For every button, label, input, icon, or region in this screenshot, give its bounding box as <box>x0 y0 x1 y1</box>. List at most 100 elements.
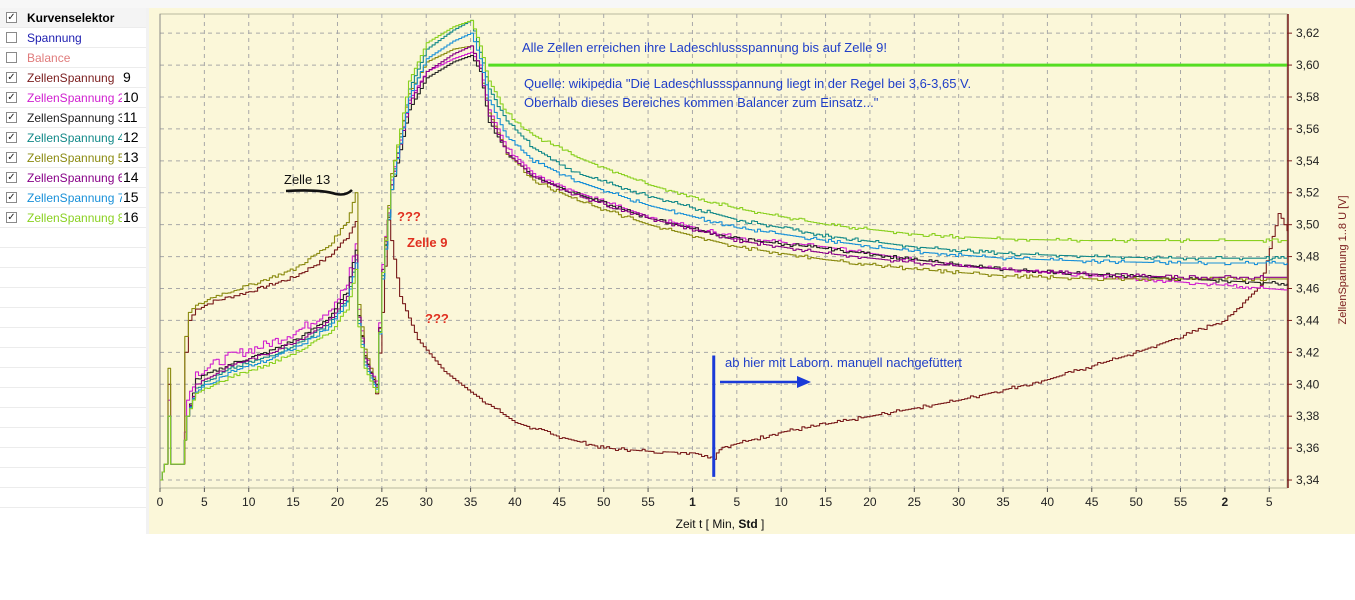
legend-item[interactable]: ✓ ZellenSpannung 3 11 <box>0 108 146 128</box>
series-line-5 <box>160 45 1287 481</box>
legend-empty-row <box>0 348 146 368</box>
legend-empty-row <box>0 308 146 328</box>
curve-selector-panel: ✓ Kurvenselektor Spannung Balance ✓ ZellenSpa… <box>0 8 146 534</box>
legend-item[interactable]: ✓ ZellenSpannung 5 13 <box>0 148 146 168</box>
legend-item-cell-number: 13 <box>122 149 139 165</box>
legend-empty-row <box>0 228 146 248</box>
legend-empty-row <box>0 488 146 508</box>
x-tick-label: 25 <box>375 495 389 509</box>
annotation-manual-feed: ab hier mit Laborn. manuell nachgefütter… <box>725 355 962 370</box>
legend-empty-row <box>0 428 146 448</box>
y-tick-label: 3,58 <box>1296 90 1320 104</box>
x-tick-label: 40 <box>1041 495 1055 509</box>
x-tick-label: 15 <box>819 495 833 509</box>
annotation-question-1: ??? <box>397 209 421 224</box>
legend-item-cell-number: 14 <box>122 169 139 185</box>
x-tick-label: 20 <box>331 495 345 509</box>
x-tick-label: 55 <box>1174 495 1188 509</box>
legend-item-label: ZellenSpannung 7 <box>27 191 125 205</box>
legend-item-cell-number: 9 <box>122 69 131 85</box>
legend-item-label: ZellenSpannung <box>27 71 115 85</box>
series-line-1 <box>160 212 1288 481</box>
x-tick-label: 50 <box>597 495 611 509</box>
annotation-zelle9: Zelle 9 <box>407 235 447 250</box>
y-tick-label: 3,38 <box>1296 409 1320 423</box>
x-tick-label: 10 <box>242 495 256 509</box>
annotation-zelle13: Zelle 13 <box>284 172 330 187</box>
legend-empty-row <box>0 328 146 348</box>
legend-item[interactable]: Spannung <box>0 28 146 48</box>
x-tick-label: 25 <box>908 495 922 509</box>
legend-item[interactable]: Balance <box>0 48 146 68</box>
legend-item[interactable]: ✓ ZellenSpannung 7 15 <box>0 188 146 208</box>
legend-item-checkbox[interactable] <box>6 32 17 43</box>
legend-item-checkbox[interactable]: ✓ <box>6 172 17 183</box>
x-tick-label: 45 <box>553 495 567 509</box>
legend-empty-row <box>0 468 146 488</box>
legend-item-label: Balance <box>27 51 71 65</box>
y-tick-label: 3,36 <box>1296 441 1320 455</box>
y-tick-label: 3,60 <box>1296 58 1320 72</box>
manual-arrow-head <box>797 376 811 388</box>
legend-header-row[interactable]: ✓ Kurvenselektor <box>0 8 146 28</box>
legend-item-checkbox[interactable]: ✓ <box>6 132 17 143</box>
x-tick-label: 5 <box>733 495 740 509</box>
x-tick-label: 20 <box>863 495 877 509</box>
legend-item-label: ZellenSpannung 8 <box>27 211 125 225</box>
legend-item[interactable]: ✓ ZellenSpannung 8 16 <box>0 208 146 228</box>
legend-item-checkbox[interactable]: ✓ <box>6 212 17 223</box>
x-tick-label: 2 <box>1222 495 1229 509</box>
y-tick-label: 3,48 <box>1296 250 1320 264</box>
legend-item-checkbox[interactable]: ✓ <box>6 72 17 83</box>
legend-empty-row <box>0 388 146 408</box>
x-tick-label: 10 <box>775 495 789 509</box>
legend-item-label: ZellenSpannung 6 <box>27 171 125 185</box>
legend-empty-row <box>0 408 146 428</box>
x-tick-label: 50 <box>1129 495 1143 509</box>
x-tick-label: 15 <box>286 495 300 509</box>
legend-item[interactable]: ✓ ZellenSpannung 6 14 <box>0 168 146 188</box>
legend-empty-row <box>0 268 146 288</box>
x-tick-label: 5 <box>201 495 208 509</box>
legend-item-cell-number: 16 <box>122 209 139 225</box>
series-line-2 <box>160 51 1288 481</box>
y-tick-label: 3,34 <box>1296 473 1320 487</box>
x-axis-label: Zeit t [ Min, Std ] <box>676 517 765 531</box>
annotation-question-2: ??? <box>425 311 449 326</box>
legend-header-label: Kurvenselektor <box>27 11 115 25</box>
legend-item-cell-number: 12 <box>122 129 139 145</box>
x-tick-label: 1 <box>689 495 696 509</box>
x-tick-label: 30 <box>420 495 434 509</box>
legend-item-checkbox[interactable]: ✓ <box>6 152 17 163</box>
legend-item[interactable]: ✓ ZellenSpannung 2 10 <box>0 88 146 108</box>
zelle13-marker-stroke <box>285 189 353 196</box>
legend-item-checkbox[interactable]: ✓ <box>6 192 17 203</box>
legend-empty-row <box>0 248 146 268</box>
y-tick-label: 3,40 <box>1296 377 1320 391</box>
annotation-all-cells: Alle Zellen erreichen ihre Ladeschlusssp… <box>522 40 887 55</box>
legend-item-label: Spannung <box>27 31 82 45</box>
y-tick-label: 3,56 <box>1296 122 1320 136</box>
legend-item-checkbox[interactable] <box>6 52 17 63</box>
legend-item-checkbox[interactable]: ✓ <box>6 92 17 103</box>
x-tick-label: 45 <box>1085 495 1099 509</box>
header-checkbox[interactable]: ✓ <box>6 12 17 23</box>
chart-background <box>149 8 1355 534</box>
legend-item[interactable]: ✓ ZellenSpannung 4 12 <box>0 128 146 148</box>
legend-empty-row <box>0 448 146 468</box>
legend-item-checkbox[interactable]: ✓ <box>6 112 17 123</box>
x-tick-label: 35 <box>464 495 478 509</box>
x-tick-label: 5 <box>1266 495 1273 509</box>
legend-item-cell-number: 10 <box>122 89 139 105</box>
series-line-7 <box>160 32 1288 481</box>
y-tick-label: 3,62 <box>1296 26 1320 40</box>
legend-item[interactable]: ✓ ZellenSpannung 9 <box>0 68 146 88</box>
legend-empty-row <box>0 368 146 388</box>
x-tick-label: 30 <box>952 495 966 509</box>
y-tick-label: 3,50 <box>1296 218 1320 232</box>
series-line-8 <box>160 19 1287 481</box>
panel-splitter[interactable] <box>146 8 149 534</box>
legend-empty-row <box>0 288 146 308</box>
legend-item-label: ZellenSpannung 2 <box>27 91 125 105</box>
